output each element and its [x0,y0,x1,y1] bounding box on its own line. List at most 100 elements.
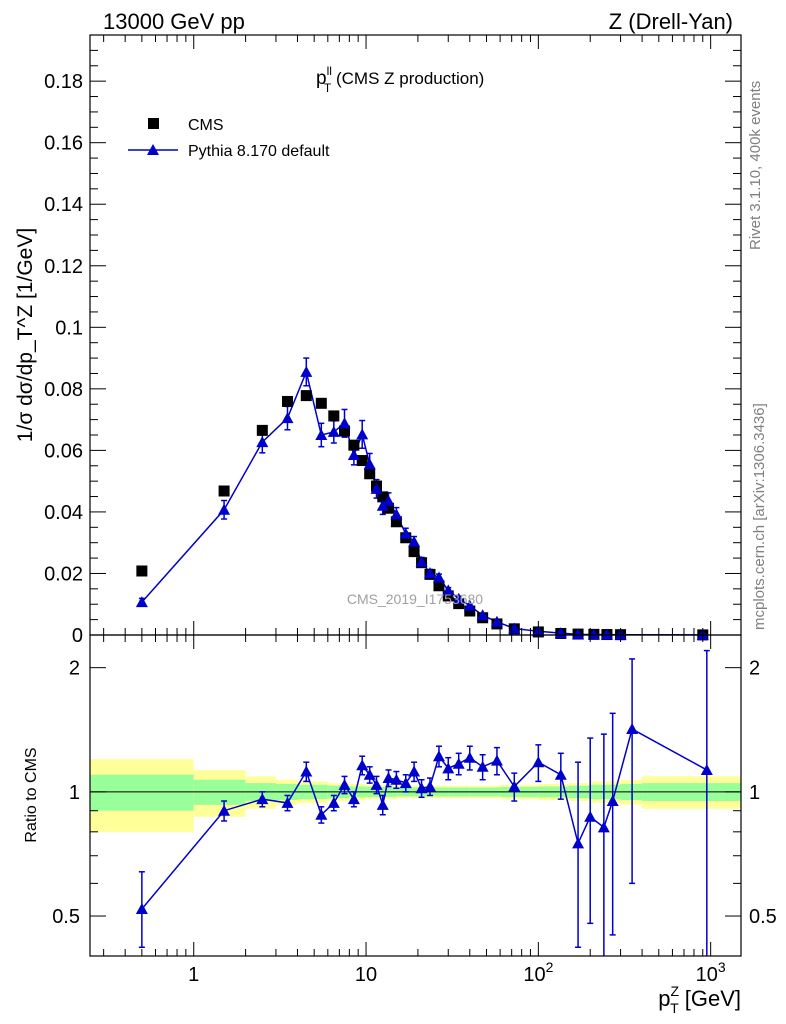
main-ytick-label: 0.12 [44,256,83,278]
ratio-point [256,793,269,805]
pythia-point [600,628,613,640]
ratio-point [572,837,585,849]
xtick-label: 102 [523,959,553,986]
pythia-point [376,499,389,511]
plot-title: pll T (CMS Z production) [316,64,484,95]
rivet-label: Rivet 3.1.10, 400k events [747,81,764,250]
pythia-point [370,482,383,494]
cms-point [256,424,268,436]
ratio-point [347,793,360,805]
legend-cms-marker [148,118,159,129]
ratio-point [490,754,503,766]
ratio-point [626,723,639,735]
pythia-point [218,503,231,515]
ratio-point [376,798,389,810]
pythia-point [347,449,360,460]
ratio-ytick-label-right: 0.5 [749,906,777,928]
ratio-point [432,750,445,762]
cms-point [315,397,327,409]
ratio-point [135,902,148,914]
ratio-point [281,796,294,808]
cms-point [218,485,230,497]
main-ytick-label: 0.18 [44,71,83,93]
cms-point [464,605,476,617]
ratio-point [463,751,476,763]
title-sup: ll [327,64,332,78]
cms-point [348,439,360,451]
ratio-point [423,780,436,792]
header-left: 13000 GeV pp [103,9,245,34]
cms-point [356,455,368,467]
title-main: p [316,68,327,89]
ratio-ytick-label: 0.5 [52,906,80,928]
ratio-point [300,765,313,777]
pythia-point [442,584,455,596]
ratio-point [584,810,597,822]
pythia-point [432,571,445,583]
xlabel-main: p [658,986,670,1011]
xlabel: pZ T [GeV] [658,983,741,1016]
ratio-point [390,773,403,785]
main-ytick-label: 0.14 [44,194,83,216]
ratio-line [141,727,708,910]
pythia-point [281,412,294,424]
xlabel-sub: T [670,1000,679,1016]
cms-point [364,468,376,480]
pythia-point [490,615,503,627]
mcplots-label: mcplots.cern.ch [arXiv:1306.3436] [751,403,768,630]
ratio-ylabel: Ratio to CMS [23,747,40,842]
cms-point [300,390,312,402]
ratio-ytick-label: 1 [69,782,80,804]
ratio-point [338,778,351,790]
legend-pythia-label: Pythia 8.170 default [188,143,330,160]
cms-point [442,590,454,602]
xtick-label: 103 [696,959,726,986]
ratio-point [327,796,340,808]
main-ytick-label: 0.02 [44,563,83,585]
watermark: CMS_2019_I1753680 [347,591,483,607]
main-panel: 0 0.02 0.04 0.06 0.08 0.1 0.12 0.14 0.16 0.18 CMS… [14,34,742,647]
main-ytick-label: 0.06 [44,440,83,462]
ratio-point [218,804,231,816]
cms-point [408,546,420,558]
header-right: Z (Drell-Yan) [609,9,733,34]
legend: CMS Pythia 8.170 default [128,117,330,160]
pythia-point [452,592,465,604]
ratio-point [597,821,610,833]
ratio-ytick-label-right: 2 [749,658,760,680]
ratio-ytick-label-right: 1 [749,782,760,804]
ratio-point [356,759,369,771]
ratio-point [452,757,465,769]
ratio-point [442,762,455,774]
legend-cms-label: CMS [188,117,224,134]
cms-point [390,516,402,528]
pythia-point [423,567,436,579]
ratio-point [382,772,395,784]
pythia-point [390,508,403,520]
pythia-point [476,609,489,621]
pythia-point [135,596,148,608]
cms-point [339,425,351,437]
pythia-point [256,436,269,448]
pythia-point [463,599,476,611]
ratio-point [532,756,545,768]
xtick-label: 10 [355,964,377,986]
title-rest: (CMS Z production) [331,69,484,88]
pythia-point [382,494,395,506]
pythia-point [363,458,376,470]
main-ytick-label: 0 [72,625,83,647]
xlabel-sup: Z [671,983,680,999]
legend-pythia-marker [147,144,159,155]
ratio-point [554,768,567,780]
pythia-point [356,428,369,440]
pythia-point [587,628,600,640]
pythia-point [338,417,351,429]
pythia-point [327,425,340,437]
ratio-panel: 0.5 0.5 1 1 2 2 1 10 102 103 Ratio to CMS pZ T [G… [23,634,777,1016]
pythia-point [399,527,412,539]
title-sub: T [324,81,332,95]
pythia-point [408,535,421,547]
ratio-point [315,808,328,820]
cms-point [383,502,395,514]
